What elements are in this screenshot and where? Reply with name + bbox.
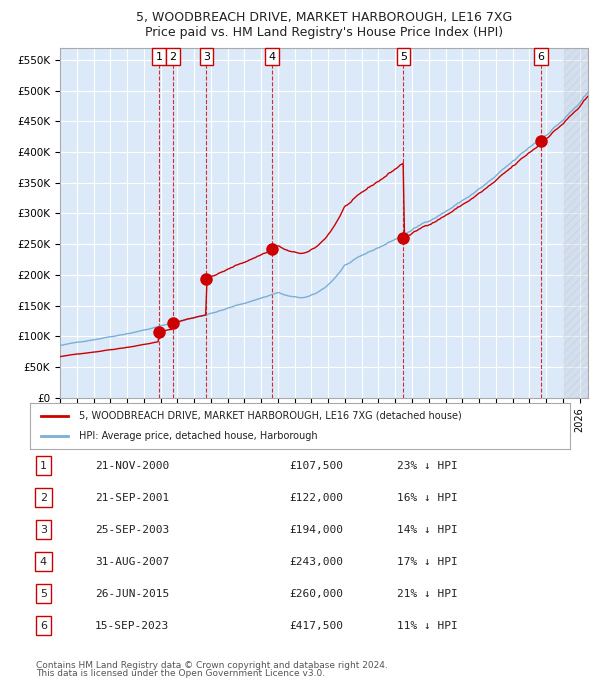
Text: £107,500: £107,500 bbox=[289, 461, 343, 471]
Text: 11% ↓ HPI: 11% ↓ HPI bbox=[397, 621, 458, 630]
Text: 21-NOV-2000: 21-NOV-2000 bbox=[95, 461, 169, 471]
Text: 15-SEP-2023: 15-SEP-2023 bbox=[95, 621, 169, 630]
Text: 4: 4 bbox=[269, 52, 276, 62]
Text: This data is licensed under the Open Government Licence v3.0.: This data is licensed under the Open Gov… bbox=[36, 669, 325, 678]
Text: 5: 5 bbox=[400, 52, 407, 62]
Text: £417,500: £417,500 bbox=[289, 621, 343, 630]
Text: 21% ↓ HPI: 21% ↓ HPI bbox=[397, 589, 458, 598]
Text: Contains HM Land Registry data © Crown copyright and database right 2024.: Contains HM Land Registry data © Crown c… bbox=[36, 661, 388, 670]
Text: 5, WOODBREACH DRIVE, MARKET HARBOROUGH, LE16 7XG (detached house): 5, WOODBREACH DRIVE, MARKET HARBOROUGH, … bbox=[79, 411, 461, 420]
Text: 3: 3 bbox=[40, 525, 47, 534]
Text: 2: 2 bbox=[40, 493, 47, 503]
Text: 5: 5 bbox=[40, 589, 47, 598]
Text: 14% ↓ HPI: 14% ↓ HPI bbox=[397, 525, 458, 534]
Text: 25-SEP-2003: 25-SEP-2003 bbox=[95, 525, 169, 534]
Text: HPI: Average price, detached house, Harborough: HPI: Average price, detached house, Harb… bbox=[79, 431, 317, 441]
Text: 26-JUN-2015: 26-JUN-2015 bbox=[95, 589, 169, 598]
Text: 16% ↓ HPI: 16% ↓ HPI bbox=[397, 493, 458, 503]
Text: 6: 6 bbox=[40, 621, 47, 630]
Text: 4: 4 bbox=[40, 557, 47, 566]
Text: 21-SEP-2001: 21-SEP-2001 bbox=[95, 493, 169, 503]
Text: 2: 2 bbox=[169, 52, 176, 62]
Text: 1: 1 bbox=[40, 461, 47, 471]
Text: 6: 6 bbox=[538, 52, 545, 62]
Text: £122,000: £122,000 bbox=[289, 493, 343, 503]
Text: 23% ↓ HPI: 23% ↓ HPI bbox=[397, 461, 458, 471]
Text: 1: 1 bbox=[155, 52, 163, 62]
Text: £243,000: £243,000 bbox=[289, 557, 343, 566]
Text: 3: 3 bbox=[203, 52, 210, 62]
Text: 17% ↓ HPI: 17% ↓ HPI bbox=[397, 557, 458, 566]
Title: 5, WOODBREACH DRIVE, MARKET HARBOROUGH, LE16 7XG
Price paid vs. HM Land Registry: 5, WOODBREACH DRIVE, MARKET HARBOROUGH, … bbox=[136, 12, 512, 39]
Text: 31-AUG-2007: 31-AUG-2007 bbox=[95, 557, 169, 566]
Text: £260,000: £260,000 bbox=[289, 589, 343, 598]
Text: £194,000: £194,000 bbox=[289, 525, 343, 534]
